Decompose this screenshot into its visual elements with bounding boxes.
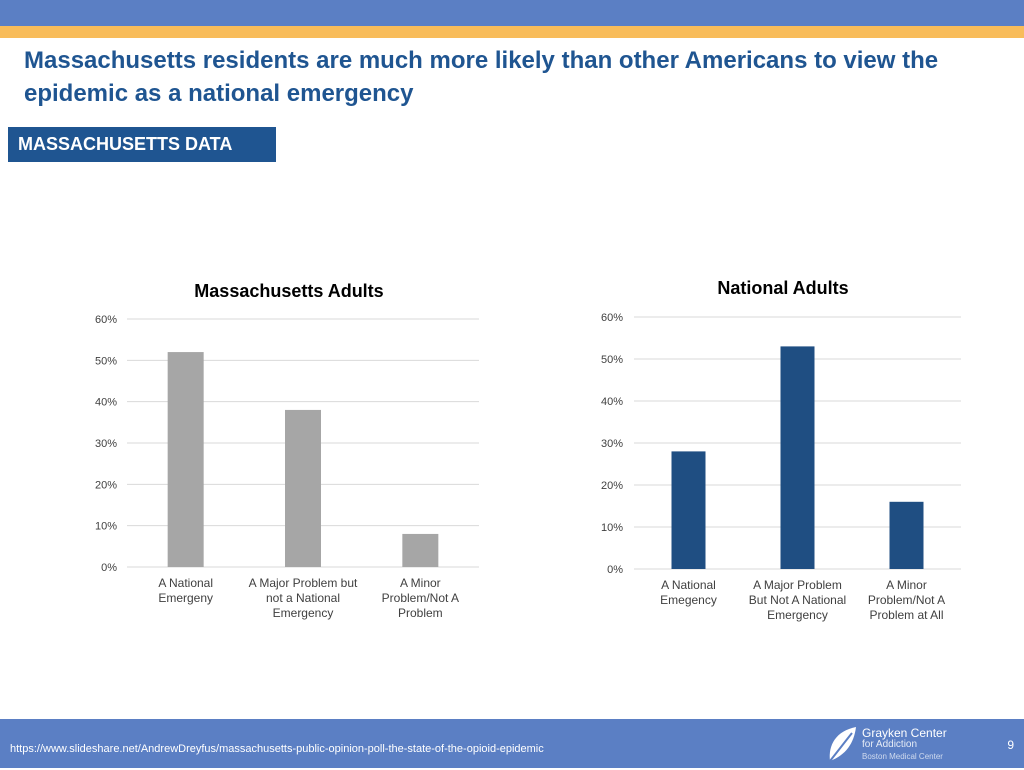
- footer-bar: https://www.slideshare.net/AndrewDreyfus…: [0, 719, 1024, 768]
- accent-stripe: [0, 26, 1024, 38]
- source-link[interactable]: https://www.slideshare.net/AndrewDreyfus…: [10, 743, 544, 755]
- grayken-logo: Grayken Center for Addiction Boston Medi…: [826, 723, 966, 765]
- y-tick-label: 40%: [601, 396, 623, 408]
- x-category-label: A National Emegency: [660, 578, 717, 607]
- top-banner: [0, 0, 1024, 26]
- y-tick-label: 0%: [607, 564, 623, 576]
- y-tick-label: 20%: [601, 480, 623, 492]
- logo-line-3: Boston Medical Center: [862, 752, 943, 761]
- bar-ma-1: [167, 352, 204, 567]
- chart-title-massachusetts: Massachusetts Adults: [194, 281, 384, 301]
- leaf-logo-icon: [829, 727, 856, 762]
- y-tick-label: 50%: [601, 354, 623, 366]
- y-tick-label: 50%: [95, 355, 117, 367]
- x-category-label: A Major Problem But Not A National Emergen…: [749, 578, 846, 622]
- y-tick-label: 0%: [101, 562, 117, 574]
- chart-title-national: National Adults: [717, 278, 849, 298]
- x-category-label: A Minor Problem/Not A Problem: [382, 576, 459, 620]
- x-category-label: A National Emergeny: [158, 576, 213, 605]
- y-tick-label: 30%: [601, 438, 623, 450]
- x-category-label: A Minor Problem/Not A Problem at All: [868, 578, 945, 622]
- bar-ma-2: [285, 409, 321, 567]
- bar-national-1: [671, 451, 706, 569]
- page-title: Massachusetts residents are much more li…: [24, 47, 939, 107]
- x-category-label: A Major Problem but not a National Emergen…: [249, 576, 358, 620]
- y-tick-label: 40%: [95, 397, 117, 409]
- bar-national-2: [780, 346, 815, 569]
- y-tick-label: 60%: [95, 314, 117, 326]
- bar-ma-3: [402, 533, 439, 567]
- bar-national-3: [889, 501, 924, 569]
- y-tick-label: 20%: [95, 479, 117, 491]
- page-number: 9: [1007, 738, 1014, 752]
- y-tick-label: 30%: [95, 438, 117, 450]
- logo-line-1: Grayken Center: [862, 726, 947, 740]
- y-tick-label: 10%: [601, 522, 623, 534]
- y-tick-label: 60%: [601, 312, 623, 324]
- y-tick-label: 10%: [95, 521, 117, 533]
- logo-line-2: for Addiction: [862, 739, 918, 750]
- section-badge: MASSACHUSETTS DATA: [8, 127, 276, 162]
